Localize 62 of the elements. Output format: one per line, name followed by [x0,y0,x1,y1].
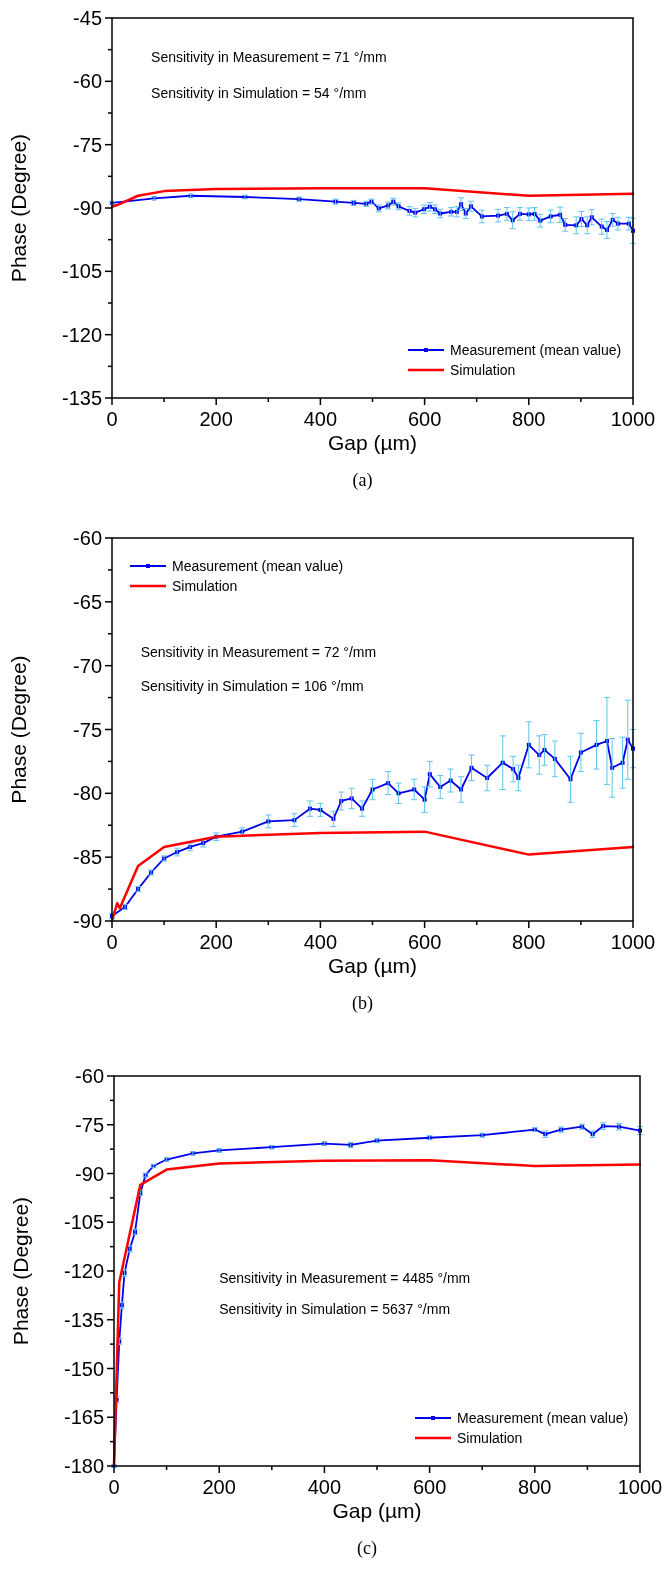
x-tick-label: 0 [106,931,118,953]
y-tick-label: -75 [73,718,102,741]
x-tick-label: 0 [106,408,118,430]
x-tick-label: 400 [303,408,338,430]
y-tick-label: -135 [63,1308,104,1331]
y-tick-label: -85 [73,846,102,869]
legend-label: Measurement (mean value) [457,1410,629,1426]
x-tick-label: 400 [303,931,338,953]
annotation: Sensitivity in Measurement = 4485 °/mm [219,1269,471,1286]
y-tick-label: -45 [73,7,102,29]
annotation: Sensitivity in Measurement = 72 °/mm [140,643,377,660]
y-tick-label: -90 [73,197,102,219]
text: (a) [352,470,373,491]
y-axis-title: Phase (Degree) [9,1196,32,1346]
x-tick-label: 600 [407,931,442,953]
annotation: Sensitivity in Measurement = 71 °/mm [151,48,387,65]
y-tick-label: -90 [75,1162,104,1185]
x-axis-title: Gap (µm) [327,954,418,977]
x-tick-label: 0 [108,1476,120,1498]
y-tick-label: -120 [61,323,102,346]
legend-label: Simulation [450,362,516,378]
y-tick-label: -60 [73,70,102,93]
legend-label: Measurement (mean value) [172,558,344,574]
text: (c) [357,1538,377,1559]
annotation: Sensitivity in Simulation = 5637 °/mm [219,1300,451,1317]
y-tick-label: -105 [63,1211,104,1234]
annotation: Sensitivity in Simulation = 54 °/mm [151,84,367,101]
text: (b) [352,993,373,1014]
y-tick-label: -135 [61,387,102,409]
y-tick-label: -60 [75,1065,104,1087]
y-tick-label: -75 [75,1113,104,1136]
y-tick-label: -65 [73,590,102,613]
y-tick-label: -165 [63,1406,104,1429]
legend-label: Simulation [172,578,238,594]
y-tick-label: -90 [73,910,102,932]
y-tick-label: -180 [63,1455,104,1477]
x-tick-label: 1000 [617,1476,663,1498]
x-tick-label: 800 [518,1476,552,1498]
annotation: Sensitivity in Simulation = 106 °/mm [140,678,364,695]
x-tick-label: 600 [412,1476,447,1498]
y-axis-title: Phase (Degree) [7,133,30,283]
y-tick-label: -60 [73,527,102,549]
x-axis-title: Gap (µm) [332,1499,422,1522]
y-tick-label: -80 [73,782,102,805]
x-tick-label: 200 [199,931,233,953]
x-tick-label: 800 [512,408,546,430]
y-tick-label: -120 [63,1260,104,1282]
legend-label: Measurement (mean value) [450,342,622,358]
y-tick-label: -150 [63,1357,104,1380]
y-axis-title: Phase (Degree) [7,655,30,804]
x-tick-label: 400 [307,1476,342,1498]
y-tick-label: -105 [61,260,102,283]
x-tick-label: 200 [199,408,233,430]
x-tick-label: 600 [407,408,442,430]
y-tick-label: -70 [73,654,102,677]
x-tick-label: 200 [202,1476,236,1498]
x-tick-label: 800 [512,931,546,953]
legend-label: Simulation [457,1430,523,1446]
x-tick-label: 1000 [610,408,656,430]
x-tick-label: 1000 [610,931,656,953]
x-axis-title: Gap (µm) [327,431,418,454]
y-tick-label: -75 [73,133,102,156]
